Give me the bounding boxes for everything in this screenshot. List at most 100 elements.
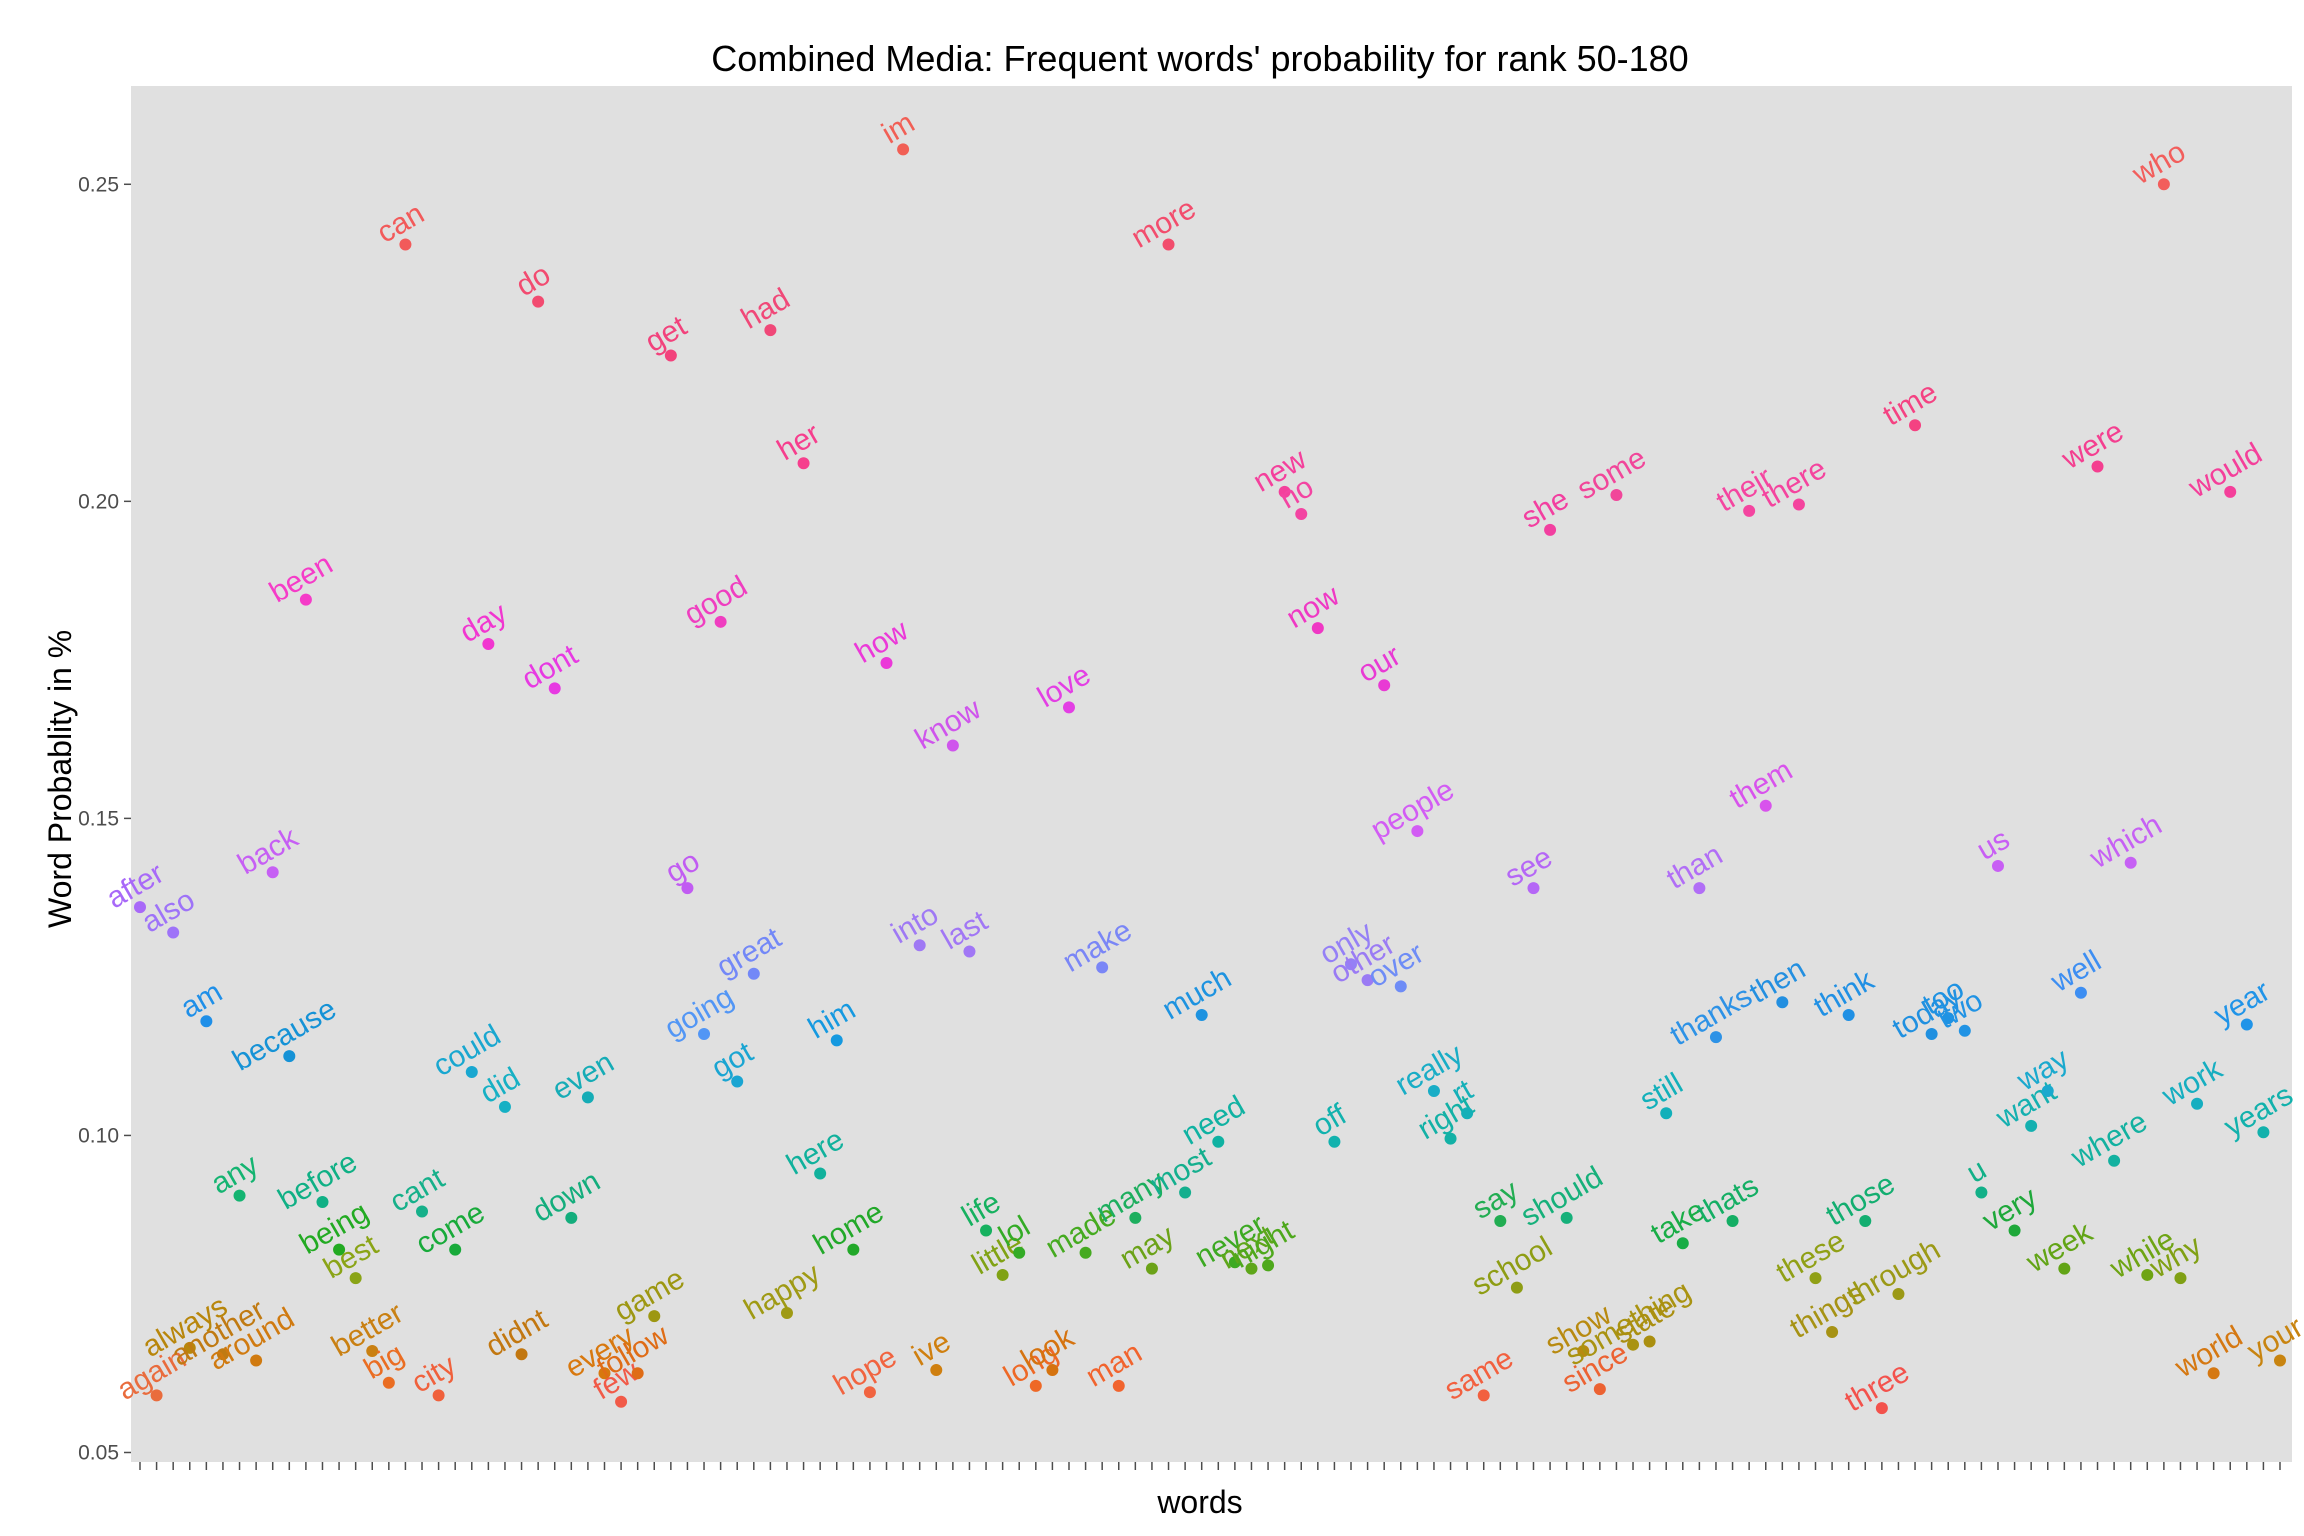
- data-point: [598, 1367, 611, 1380]
- data-point: [1411, 825, 1424, 838]
- data-point: [1345, 958, 1358, 971]
- data-point: [714, 615, 727, 628]
- data-point: [1062, 701, 1075, 714]
- data-point: [1228, 1256, 1241, 1269]
- data-point: [1859, 1215, 1872, 1228]
- data-point: [946, 739, 959, 752]
- data-point: [913, 939, 926, 952]
- data-point: [449, 1243, 462, 1256]
- data-point: [2108, 1154, 2121, 1167]
- data-point: [1029, 1379, 1042, 1392]
- data-point: [1262, 1259, 1275, 1272]
- data-point: [1394, 980, 1407, 993]
- data-point: [1627, 1338, 1640, 1351]
- data-point: [648, 1310, 661, 1323]
- data-point: [681, 882, 694, 895]
- data-point: [2124, 856, 2137, 869]
- data-point: [216, 1348, 229, 1361]
- data-point: [1759, 799, 1772, 812]
- data-point: [299, 593, 312, 606]
- data-point: [366, 1345, 379, 1358]
- data-point: [2257, 1126, 2270, 1139]
- data-point: [1129, 1211, 1142, 1224]
- data-point: [1096, 961, 1109, 974]
- data-point: [349, 1272, 362, 1285]
- data-point: [1212, 1135, 1225, 1148]
- data-point: [1444, 1132, 1457, 1145]
- data-point: [1958, 1024, 1971, 1037]
- data-point: [1195, 1008, 1208, 1021]
- data-point: [880, 657, 893, 670]
- data-point: [2041, 1085, 2054, 1098]
- data-point: [980, 1224, 993, 1237]
- data-point: [1295, 508, 1308, 521]
- data-point: [2274, 1354, 2286, 1367]
- data-point: [498, 1100, 511, 1113]
- data-point: [1046, 1364, 1059, 1377]
- data-point: [863, 1386, 876, 1399]
- data-point: [333, 1243, 346, 1256]
- data-point: [1942, 1012, 1955, 1025]
- data-point: [283, 1050, 296, 1063]
- data-point: [1311, 622, 1324, 635]
- data-point: [2224, 485, 2237, 498]
- data-point: [1909, 419, 1922, 432]
- data-point: [2157, 178, 2170, 191]
- y-tick-label: 0.05: [78, 1441, 119, 1464]
- data-point: [1643, 1335, 1656, 1348]
- data-point: [1925, 1027, 1938, 1040]
- data-point: [1709, 1031, 1722, 1044]
- data-point: [233, 1189, 246, 1202]
- data-point: [1179, 1186, 1192, 1199]
- data-point: [1975, 1186, 1988, 1199]
- data-point: [565, 1211, 578, 1224]
- data-point: [1676, 1237, 1689, 1250]
- data-point: [183, 1341, 196, 1354]
- data-point: [1510, 1281, 1523, 1294]
- data-point: [830, 1034, 843, 1047]
- data-point: [1560, 1211, 1573, 1224]
- data-point: [1593, 1383, 1606, 1396]
- y-tick-label: 0.10: [78, 1124, 119, 1147]
- data-point: [2207, 1367, 2220, 1380]
- data-point: [1991, 859, 2004, 872]
- data-point: [532, 295, 545, 308]
- data-point: [2191, 1097, 2204, 1110]
- data-point: [1079, 1246, 1092, 1259]
- data-point: [780, 1306, 793, 1319]
- data-point: [1842, 1008, 1855, 1021]
- y-tick-label: 0.25: [78, 173, 119, 196]
- data-point: [1892, 1287, 1905, 1300]
- data-point: [2058, 1262, 2071, 1275]
- data-point: [615, 1395, 628, 1408]
- data-point: [731, 1075, 744, 1088]
- data-point: [1826, 1326, 1839, 1339]
- data-point: [1378, 679, 1391, 692]
- data-point: [664, 349, 677, 362]
- chart-title: Combined Media: Frequent words' probabil…: [711, 38, 1689, 79]
- y-tick-label: 0.15: [78, 807, 119, 830]
- data-point: [399, 238, 412, 251]
- data-point: [814, 1167, 827, 1180]
- data-point: [150, 1389, 163, 1402]
- data-point: [747, 967, 760, 980]
- data-point: [2174, 1272, 2187, 1285]
- data-point: [1427, 1085, 1440, 1098]
- data-point: [1875, 1402, 1888, 1415]
- data-point: [764, 324, 777, 337]
- data-point: [167, 926, 180, 939]
- data-point: [996, 1268, 1009, 1281]
- data-point: [797, 457, 810, 470]
- data-point: [1162, 238, 1175, 251]
- data-point: [548, 682, 561, 695]
- data-point: [1726, 1215, 1739, 1228]
- data-point: [698, 1027, 711, 1040]
- data-point: [2091, 460, 2104, 473]
- data-point: [2025, 1119, 2038, 1132]
- data-point: [1776, 996, 1789, 1009]
- data-point: [1278, 485, 1291, 498]
- data-point: [515, 1348, 528, 1361]
- plot-panel: [131, 86, 2292, 1462]
- data-point: [1013, 1246, 1026, 1259]
- data-point: [930, 1364, 943, 1377]
